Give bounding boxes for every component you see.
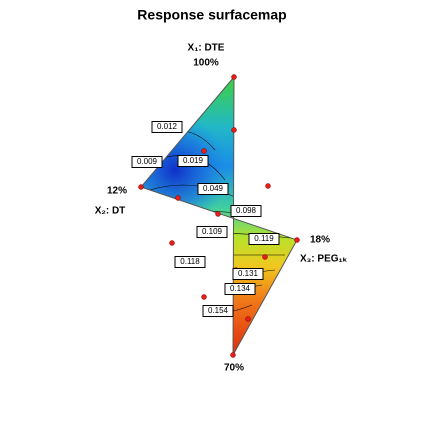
contour-label: 0.119	[254, 234, 274, 243]
contour-label: 0.049	[203, 184, 224, 193]
design-points	[138, 74, 300, 358]
vertex-name: X₁: DTE	[188, 43, 225, 54]
contour-label: 0.131	[238, 269, 259, 278]
contour-label: 0.134	[230, 284, 251, 293]
chart-title: Response surfacemap	[137, 7, 286, 23]
contour-label-box	[177, 155, 209, 167]
contour-label-box	[248, 233, 280, 245]
vertex-amount: 70%	[224, 363, 244, 374]
contour-label: 0.009	[137, 157, 158, 166]
contour-label: 0.109	[202, 227, 223, 236]
contour-label-box	[224, 283, 256, 295]
contour-label-box	[151, 121, 183, 133]
vertex-amount: 18%	[310, 235, 330, 246]
contour-label-box	[232, 268, 264, 280]
contour-label-box	[196, 226, 228, 238]
vertex-name: X₂: DT	[95, 206, 126, 217]
vertex-name: X₃: PEG₁ₖ	[300, 254, 348, 265]
contour-label-box	[131, 156, 163, 168]
vertex-amount: 100%	[193, 58, 219, 69]
contour-label-box	[174, 256, 206, 268]
contour-label: 0.154	[208, 306, 229, 315]
contour-label-box	[197, 183, 229, 195]
contour-label-box	[230, 205, 262, 217]
contour-label: 0.098	[236, 206, 257, 215]
contour-label: 0.118	[180, 257, 200, 266]
contour-label-box	[202, 305, 234, 317]
contour-label: 0.012	[157, 122, 178, 131]
contour-label: 0.019	[183, 156, 204, 165]
vertex-amount: 12%	[107, 186, 127, 197]
